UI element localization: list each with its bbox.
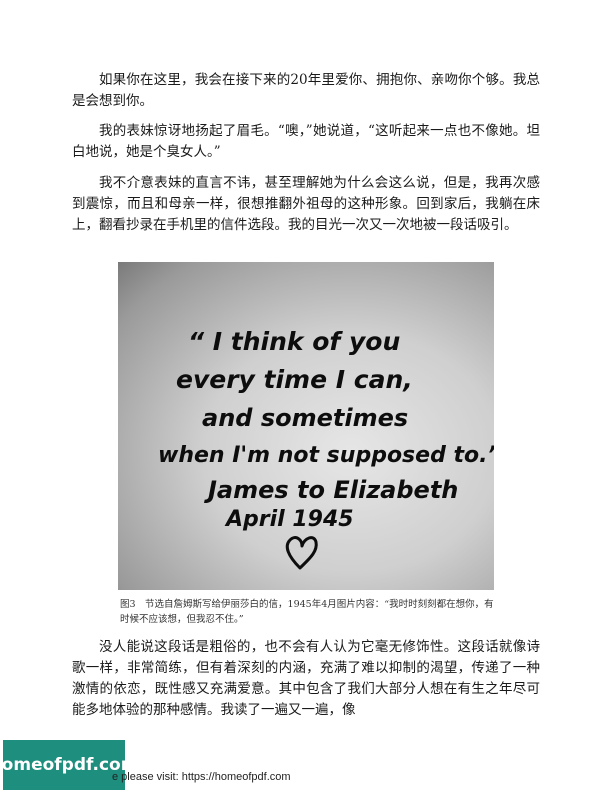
paragraph-4: 没人能说这段话是粗俗的，也不会有人认为它毫无修饰性。这段话就像诗歌一样，非常简练… [72, 639, 540, 718]
handwritten-letter-photo: “ I think of you every time I can, and s… [118, 262, 494, 590]
paragraph-2: 我的表妹惊讶地扬起了眉毛。“噢，”她说道，“这听起来一点也不像她。坦白地说，她是… [72, 123, 540, 160]
handwriting-line-4: when I'm not supposed to.” [158, 443, 494, 468]
handwriting-line-2: every time I can, [176, 365, 413, 394]
figure-caption: 图3 节选自詹姆斯写给伊丽莎白的信，1945年4月图片内容：“我时时刻刻都在想你… [120, 599, 494, 625]
handwriting-line-3: and sometimes [202, 404, 408, 432]
paragraph-1: 如果你在这里，我会在接下来的20年里爱你、拥抱你、亲吻你个够。我总是会想到你。 [72, 72, 540, 109]
heart-icon [285, 536, 318, 570]
paragraph-3: 我不介意表妹的直言不讳，甚至理解她为什么会这么说，但是，我再次感到震惊，而且和母… [72, 175, 540, 233]
site-badge[interactable]: homeofpdf.com [0, 740, 138, 790]
footer-link-text[interactable]: e please visit: https://homeofpdf.com [112, 771, 291, 783]
handwriting-line-5: James to Elizabeth [204, 476, 458, 504]
handwriting-line-1: “ I think of you [188, 327, 400, 356]
handwriting-line-6: April 1945 [224, 507, 354, 532]
